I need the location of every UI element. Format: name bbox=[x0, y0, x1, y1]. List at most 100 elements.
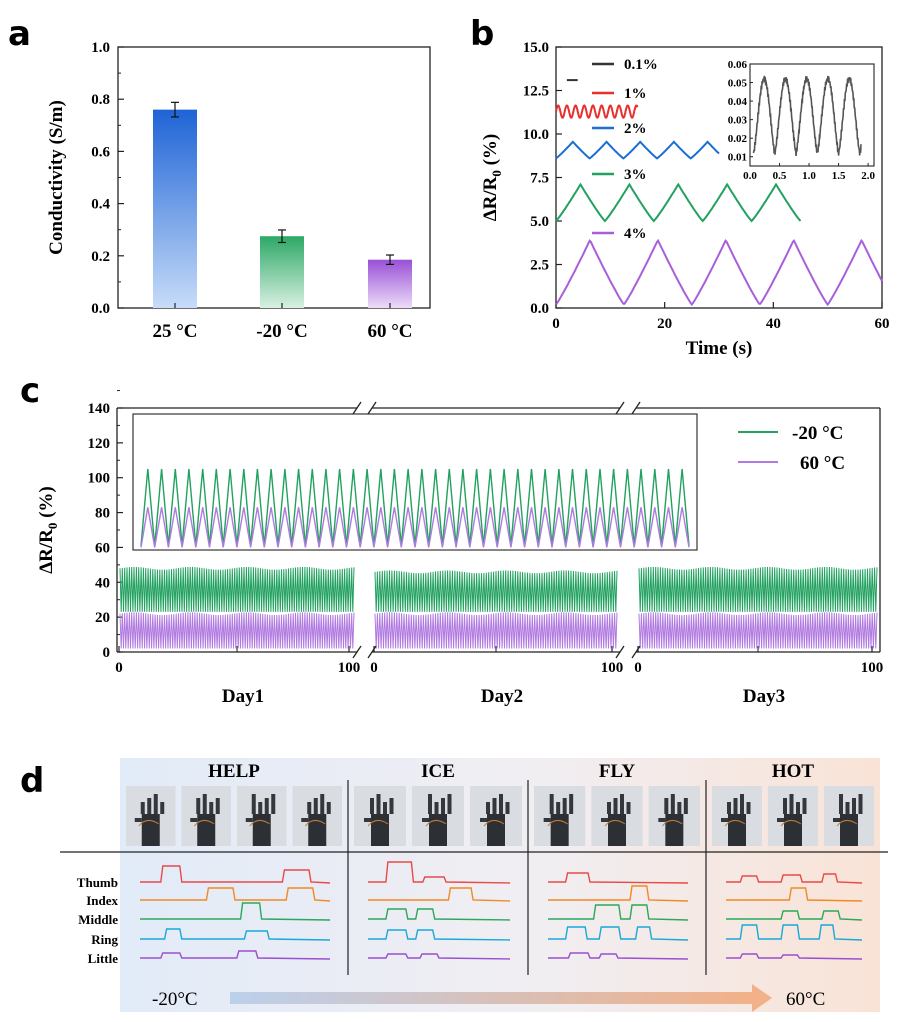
hand-finger bbox=[492, 798, 497, 814]
x-category-label: -20 °C bbox=[256, 321, 307, 342]
signal-Ring bbox=[368, 929, 511, 941]
signal-Ring bbox=[726, 924, 863, 941]
finger-label-Middle: Middle bbox=[78, 912, 118, 927]
hand-thumb bbox=[301, 818, 309, 822]
hand-finger bbox=[196, 798, 201, 814]
word-label-HOT: HOT bbox=[772, 761, 815, 782]
signal-Index bbox=[368, 887, 511, 902]
legend-label: 3% bbox=[624, 167, 647, 183]
hand-finger bbox=[258, 802, 263, 814]
line-chart-strain: 0.0 2.5 5.0 7.5 10.0 12.5 15.0 0 20 40 60 Time (s) Δ… bbox=[480, 40, 890, 359]
hand-finger bbox=[376, 794, 381, 814]
hand-finger bbox=[271, 794, 276, 814]
signal-Index bbox=[548, 885, 689, 902]
y-tick-label: 0.6 bbox=[91, 144, 110, 160]
hand-palm bbox=[608, 814, 626, 846]
hand-finger bbox=[562, 798, 567, 814]
hand-palm bbox=[197, 814, 216, 846]
y-tick-label: 0.4 bbox=[91, 197, 110, 213]
panel-label-a: a bbox=[8, 14, 31, 54]
y-tick-label: 5.0 bbox=[530, 214, 549, 230]
hand-finger bbox=[670, 794, 675, 814]
axis-break bbox=[352, 645, 362, 659]
hand-finger bbox=[727, 802, 731, 814]
y-axis-label-main: ΔR/R bbox=[36, 529, 57, 574]
hand-finger bbox=[147, 798, 152, 814]
y-tick-label: 100 bbox=[88, 471, 111, 487]
hand-finger bbox=[626, 802, 631, 814]
inset-cycle-60 °C bbox=[140, 507, 690, 548]
y-tick-label: 0.8 bbox=[91, 92, 110, 108]
axis-break bbox=[367, 401, 377, 415]
y-axis-label-unit: (%) bbox=[480, 134, 501, 170]
hand-wire bbox=[249, 820, 271, 827]
signal-Little bbox=[368, 953, 511, 960]
signal-Middle bbox=[726, 910, 863, 921]
hand-finger bbox=[251, 794, 256, 814]
x-tick-label: 0 bbox=[552, 316, 560, 332]
segment-label: Day1 bbox=[222, 686, 264, 707]
hand-thumb bbox=[134, 818, 142, 822]
hand-finger bbox=[852, 798, 856, 814]
y-tick-label: 0.0 bbox=[530, 301, 549, 317]
y-tick-label: 7.5 bbox=[530, 171, 549, 187]
y-axis-label-main: Conductivity (S/m) bbox=[46, 100, 67, 255]
signal-Little bbox=[140, 950, 331, 960]
legend-label: -20 °C bbox=[792, 423, 843, 444]
y-tick-label: 0.2 bbox=[91, 249, 110, 265]
temperature-arrow-shaft bbox=[230, 992, 752, 1004]
hand-finger bbox=[733, 798, 738, 814]
series-line-4% bbox=[555, 238, 883, 307]
x-tick-label: 100 bbox=[861, 660, 884, 676]
word-label-ICE: ICE bbox=[421, 761, 455, 782]
panel-label-c: c bbox=[20, 371, 40, 411]
signal-Thumb bbox=[368, 861, 511, 884]
hand-finger bbox=[434, 802, 439, 814]
hand-palm bbox=[371, 814, 389, 846]
hand-thumb bbox=[543, 818, 551, 822]
inset-y-tick-label: 0.05 bbox=[728, 78, 748, 90]
hand-wire bbox=[661, 820, 683, 827]
y-tick-label: 40 bbox=[95, 575, 110, 591]
inset-x-tick-label: 1.5 bbox=[832, 170, 846, 182]
hand-finger bbox=[486, 802, 490, 814]
y-axis-label-unit: (%) bbox=[36, 486, 57, 522]
hand-finger bbox=[370, 798, 374, 814]
inset-y-tick-label: 0.04 bbox=[728, 96, 748, 108]
y-tick-label: 1.0 bbox=[91, 40, 110, 56]
inset-x-tick-label: 0.5 bbox=[773, 170, 787, 182]
hand-finger bbox=[664, 798, 669, 814]
cycling-band--20 °C bbox=[638, 566, 878, 612]
bar-0 bbox=[153, 109, 197, 308]
hand-thumb bbox=[422, 818, 429, 822]
hand-thumb bbox=[480, 818, 487, 822]
segment-label: Day2 bbox=[481, 686, 523, 707]
temperature-left-label: -20°C bbox=[152, 989, 198, 1010]
x-category-label: 60 °C bbox=[367, 321, 412, 342]
panel-label-d: d bbox=[20, 761, 44, 801]
hand-finger bbox=[740, 794, 744, 814]
finger-label-Index: Index bbox=[86, 893, 118, 908]
inset-x-tick-label: 2.0 bbox=[861, 170, 875, 182]
hand-finger bbox=[383, 802, 387, 814]
legend-label: 60 °C bbox=[800, 453, 845, 474]
signal-Ring bbox=[548, 926, 689, 941]
hand-finger bbox=[802, 798, 807, 814]
cycling-band-60 °C bbox=[119, 612, 355, 649]
y-tick-label: 10.0 bbox=[523, 127, 549, 143]
hand-finger bbox=[389, 798, 394, 814]
inset-y-tick-label: 0.03 bbox=[728, 115, 748, 127]
y-axis-label: ΔR/R0 (%) bbox=[36, 486, 60, 574]
hand-thumb bbox=[777, 818, 784, 822]
hand-thumb bbox=[601, 818, 608, 822]
hand-finger bbox=[607, 802, 611, 814]
hand-palm bbox=[487, 814, 505, 846]
y-axis-label-sub: 0 bbox=[45, 523, 60, 530]
hand-wire bbox=[604, 820, 626, 827]
temperature-right-label: 60°C bbox=[786, 989, 825, 1010]
hand-finger bbox=[569, 794, 574, 814]
inset-y-tick-label: 0.06 bbox=[728, 59, 748, 71]
signal-Little bbox=[548, 952, 689, 960]
hand-palm bbox=[784, 814, 802, 846]
y-axis-label-sub: 0 bbox=[489, 170, 504, 177]
